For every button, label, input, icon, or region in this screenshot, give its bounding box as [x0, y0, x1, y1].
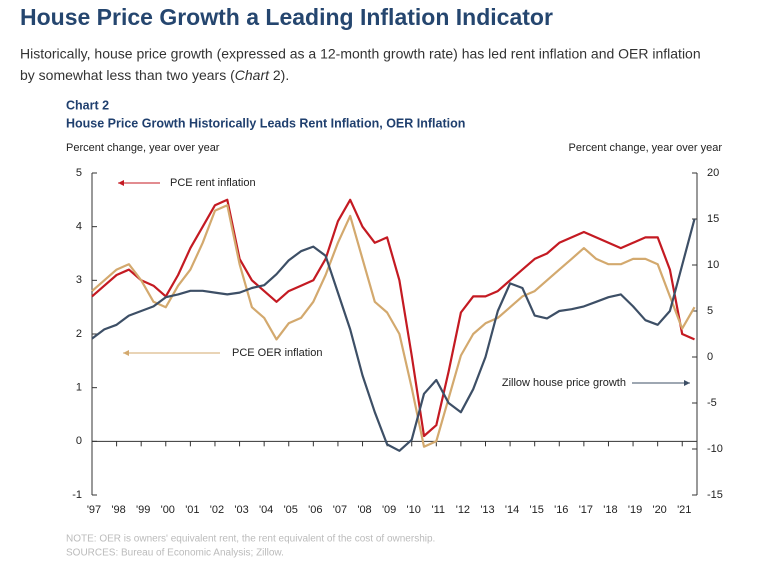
y2-tick-label: -5	[707, 397, 717, 409]
y-axis-label: Percent change, year over year	[66, 142, 220, 154]
x-tick-label: '02	[210, 504, 224, 516]
x-tick-label: '98	[111, 504, 125, 516]
y2-tick-label: -10	[707, 443, 723, 455]
intro-line: Historically, house price growth (expres…	[20, 46, 701, 62]
y2-tick-label: 10	[707, 259, 719, 271]
intro-italic: Chart	[235, 67, 270, 83]
y-tick-label: 3	[76, 274, 82, 286]
intro-text: 2).	[269, 67, 289, 83]
note: NOTE: OER is owners' equivalent rent, th…	[66, 534, 435, 545]
series-annotation: PCE OER inflation	[232, 347, 322, 359]
arrow-head	[684, 380, 690, 386]
series-line	[91, 198, 695, 438]
chart-label: Chart 2	[66, 98, 109, 112]
x-tick-label: '05	[284, 504, 298, 516]
y2-tick-label: 15	[707, 213, 719, 225]
x-tick-label: '01	[185, 504, 199, 516]
series-annotation: Zillow house price growth	[502, 377, 626, 389]
arrow-head	[118, 180, 124, 186]
x-tick-label: '20	[652, 504, 666, 516]
x-tick-label: '15	[530, 504, 544, 516]
x-tick-label: '00	[161, 504, 175, 516]
x-tick-label: '18	[603, 504, 617, 516]
series-line	[91, 218, 696, 452]
x-tick-label: '16	[554, 504, 568, 516]
intro-line: by somewhat less than two years (Chart 2…	[20, 67, 289, 83]
y2-tick-label: 5	[707, 305, 713, 317]
y-tick-label: -1	[72, 489, 82, 501]
sources: SOURCES: Bureau of Economic Analysis; Zi…	[66, 548, 284, 559]
y-tick-label: 1	[76, 382, 82, 394]
x-tick-label: '11	[432, 504, 446, 516]
heading: House Price Growth a Leading Inflation I…	[20, 4, 553, 30]
series-annotation: PCE rent inflation	[170, 177, 256, 189]
x-tick-label: '14	[505, 504, 519, 516]
intro-text: by somewhat less than two years (	[20, 67, 235, 83]
y2-tick-label: 0	[707, 351, 713, 363]
y-tick-label: 2	[76, 328, 82, 340]
y2-tick-label: -15	[707, 489, 723, 501]
y2-tick-label: 20	[707, 167, 719, 179]
x-tick-label: '99	[136, 504, 150, 516]
x-tick-label: '04	[259, 504, 273, 516]
chart-title: House Price Growth Historically Leads Re…	[66, 116, 465, 130]
x-tick-label: '19	[628, 504, 642, 516]
x-tick-label: '07	[333, 504, 347, 516]
x-tick-label: '08	[357, 504, 371, 516]
x-tick-label: '09	[382, 504, 396, 516]
y-tick-label: 5	[76, 167, 82, 179]
arrow-head	[123, 350, 129, 356]
y-tick-label: 4	[76, 221, 82, 233]
series-line	[91, 204, 696, 448]
x-tick-label: '17	[579, 504, 593, 516]
x-tick-label: '21	[677, 504, 691, 516]
x-tick-label: '06	[308, 504, 322, 516]
x-tick-label: '12	[456, 504, 470, 516]
y-tick-label: 0	[76, 435, 82, 447]
x-tick-label: '10	[407, 504, 421, 516]
x-tick-label: '13	[480, 504, 494, 516]
y2-axis-label: Percent change, year over year	[569, 142, 723, 154]
x-tick-label: '97	[87, 504, 101, 516]
x-tick-label: '03	[234, 504, 248, 516]
